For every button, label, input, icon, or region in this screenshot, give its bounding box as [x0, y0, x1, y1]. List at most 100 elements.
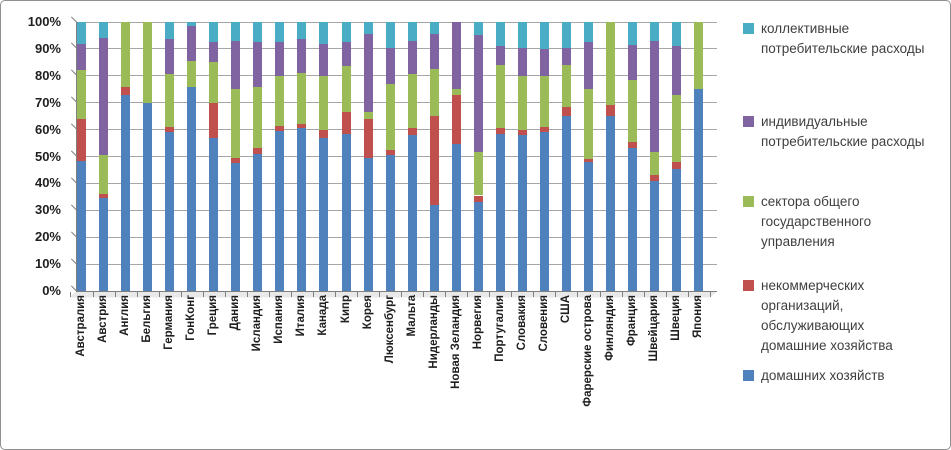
- bar-segment-collective: [231, 22, 241, 41]
- bar-segment-individual: [672, 46, 682, 95]
- bar-segment-individual: [319, 43, 329, 76]
- x-axis-tick: [709, 292, 711, 297]
- x-axis-tick: [312, 292, 314, 297]
- y-tick-label: 50%: [34, 148, 61, 164]
- x-axis-tick: [357, 292, 359, 297]
- category-label: Япония: [692, 295, 705, 338]
- bar-segment-collective: [429, 22, 439, 35]
- bar-segment-government: [473, 152, 483, 196]
- bar-segment-individual: [473, 35, 483, 153]
- bar-segment-households: [606, 116, 616, 291]
- category-label: Корея: [361, 295, 374, 330]
- x-axis-tick: [158, 292, 160, 297]
- category-label: Англия: [119, 295, 132, 336]
- x-axis-tick: [621, 292, 623, 297]
- bar-segment-npish: [165, 126, 175, 133]
- bar-segment-npish: [275, 125, 285, 131]
- bar-segment-government: [77, 70, 86, 119]
- x-axis-tick: [643, 292, 645, 297]
- bar-segment-npish: [385, 149, 395, 156]
- bar-segment-households: [628, 148, 638, 291]
- bar-segment-individual: [165, 39, 175, 75]
- bar-segment-households: [143, 102, 153, 291]
- bar-segment-collective: [363, 22, 373, 35]
- bar-segment-npish: [77, 118, 86, 161]
- bar-segment-npish: [341, 112, 351, 134]
- bar-segment-npish: [121, 86, 131, 95]
- bar-segment-households: [253, 153, 263, 291]
- category-label: Швейцария: [648, 295, 661, 362]
- bar-segment-collective: [253, 22, 263, 43]
- bar-segment-government: [561, 65, 571, 107]
- category-label: Люксенбург: [383, 295, 396, 364]
- bar-segment-individual: [495, 46, 505, 66]
- bar-segment-government: [672, 94, 682, 162]
- x-axis-tick: [467, 292, 469, 297]
- bar-segment-individual: [187, 26, 197, 61]
- x-axis-tick: [599, 292, 601, 297]
- gridline: [76, 75, 717, 77]
- bar-segment-households: [473, 202, 483, 291]
- x-axis-tick: [687, 292, 689, 297]
- bar-segment-government: [495, 65, 505, 129]
- y-tick-label: 10%: [34, 256, 61, 272]
- bar-segment-government: [341, 66, 351, 113]
- bar-segment-households: [429, 204, 439, 291]
- bar-segment-individual: [385, 47, 395, 84]
- bar-segment-government: [253, 86, 263, 149]
- bar-segment-collective: [165, 22, 175, 40]
- x-axis-tick: [334, 292, 336, 297]
- bar-segment-individual: [539, 48, 549, 76]
- bar-segment-households: [341, 133, 351, 291]
- y-tick-label: 100%: [27, 14, 61, 29]
- bar-segment-government: [99, 155, 109, 195]
- x-axis-tick: [533, 292, 535, 297]
- x-axis-tick: [423, 292, 425, 297]
- bar-segment-government: [628, 79, 638, 142]
- bar-segment-npish: [253, 148, 263, 154]
- bar-segment-collective: [672, 22, 682, 47]
- bar-segment-individual: [429, 34, 439, 70]
- x-axis-tick: [180, 292, 182, 297]
- legend-label: домашних хозяйств: [761, 368, 885, 383]
- x-axis-tick: [401, 292, 403, 297]
- bar-segment-government: [121, 22, 131, 87]
- bar-segment-collective: [561, 22, 571, 48]
- x-axis-tick: [290, 292, 292, 297]
- x-axis-tick: [665, 292, 667, 297]
- y-axis-line: [75, 22, 77, 291]
- bar-segment-npish: [429, 116, 439, 205]
- bar-segment-government: [650, 152, 660, 176]
- legend-swatch: [743, 116, 754, 127]
- y-tick-label: 40%: [34, 175, 61, 191]
- bar-segment-government: [407, 74, 417, 129]
- bar-segment-npish: [650, 175, 660, 181]
- gridline: [76, 48, 717, 50]
- x-axis-tick: [92, 292, 94, 297]
- bar-segment-npish: [99, 194, 109, 199]
- bar-segment-collective: [385, 22, 395, 48]
- bar-segment-households: [187, 86, 197, 291]
- bar-segment-government: [275, 75, 285, 126]
- legend-label: индивидуальные потребительские расходы: [761, 114, 925, 149]
- bar-segment-government: [319, 75, 329, 130]
- gridline: [76, 182, 717, 184]
- x-axis-tick: [70, 292, 72, 297]
- bar-segment-npish: [209, 102, 219, 138]
- bar-segment-households: [363, 157, 373, 291]
- bar-segment-collective: [517, 22, 527, 48]
- bar-segment-households: [385, 155, 395, 291]
- bar-segment-collective: [341, 22, 351, 43]
- category-label: Исландия: [251, 295, 264, 352]
- bar-segment-households: [539, 132, 549, 291]
- x-axis-tick: [511, 292, 513, 297]
- bar-segment-npish: [539, 126, 549, 133]
- bar-segment-individual: [231, 40, 241, 90]
- bar-segment-collective: [628, 22, 638, 45]
- category-label: Австралия: [75, 295, 87, 357]
- bar-segment-government: [231, 89, 241, 158]
- bar-segment-households: [672, 168, 682, 291]
- bar-segment-npish: [451, 94, 461, 145]
- bar-segment-npish: [407, 128, 417, 135]
